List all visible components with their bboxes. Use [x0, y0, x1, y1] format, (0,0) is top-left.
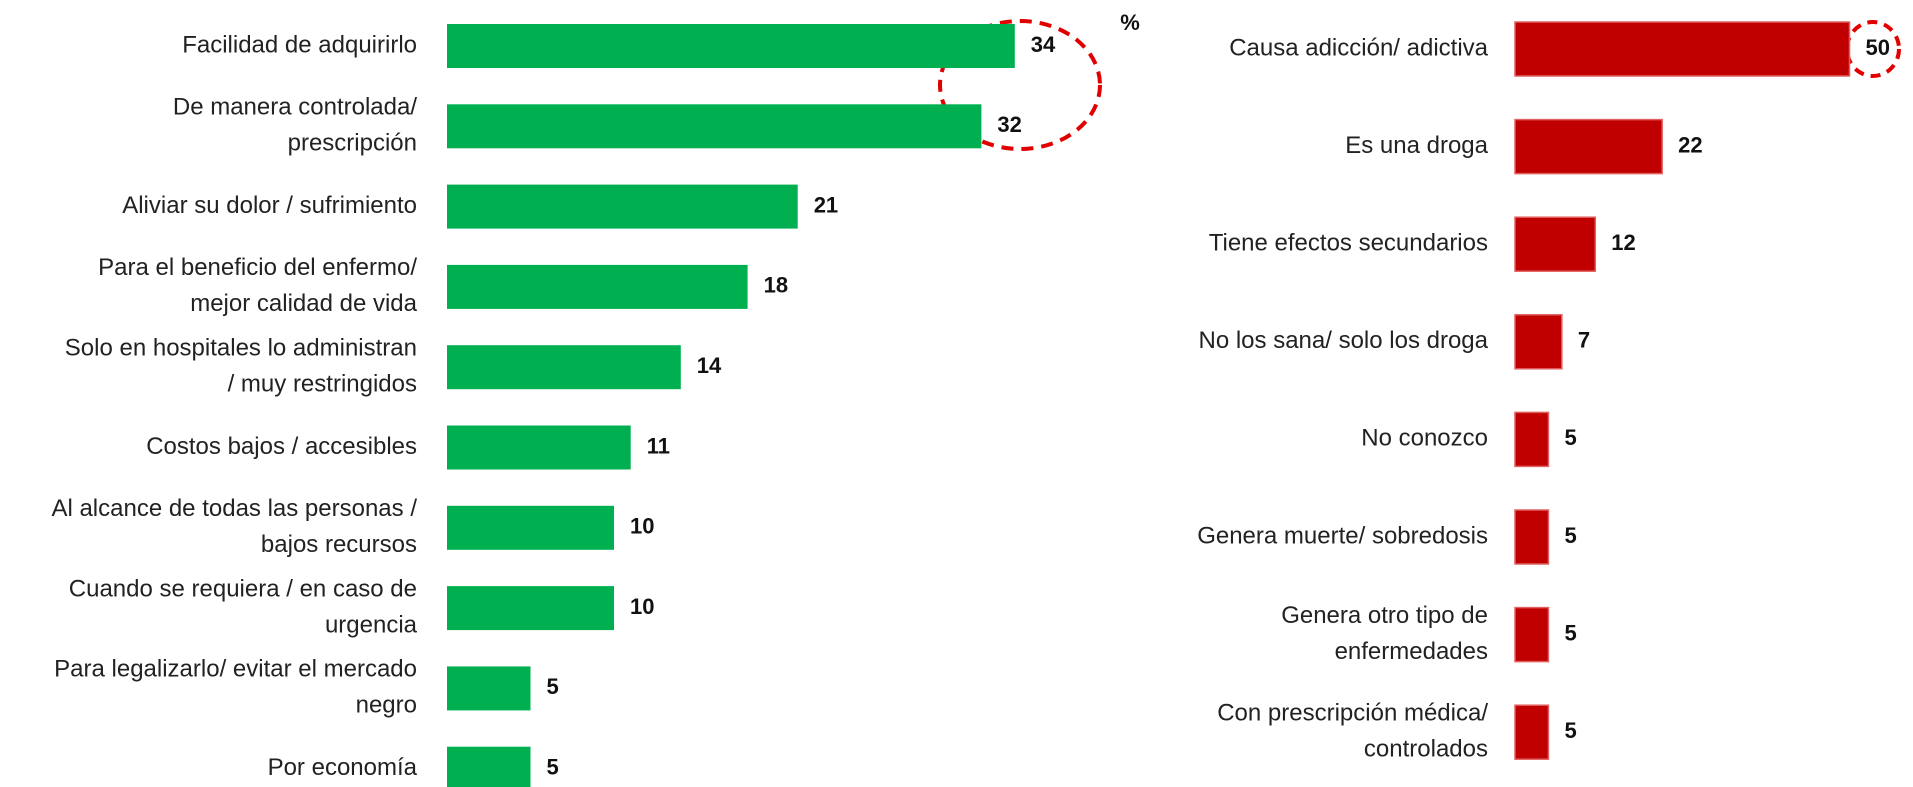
value-label: 18	[764, 273, 788, 298]
bar	[447, 264, 748, 309]
bar	[1514, 21, 1851, 77]
value-label: 5	[547, 674, 559, 699]
value-label: 11	[647, 433, 670, 458]
category-label: De manera controlada/	[173, 94, 417, 121]
bar	[1514, 606, 1550, 663]
category-label: urgencia	[325, 611, 418, 638]
category-label: / muy restringidos	[228, 371, 417, 398]
bar	[447, 746, 531, 787]
bar	[1514, 118, 1663, 175]
bar	[447, 425, 631, 470]
value-label: 21	[814, 192, 838, 217]
bar	[447, 104, 982, 149]
value-label: 12	[1611, 230, 1635, 255]
bar	[447, 586, 614, 631]
value-label: 50	[1866, 35, 1890, 60]
bar	[1514, 411, 1550, 468]
bar	[1514, 509, 1550, 565]
category-label: Genera muerte/ sobredosis	[1197, 522, 1488, 549]
category-label: bajos recursos	[261, 531, 417, 558]
category-label: Cuando se requiera / en caso de	[69, 575, 417, 602]
value-label: 10	[630, 514, 654, 539]
category-label: controlados	[1364, 736, 1488, 763]
category-label: No conozco	[1361, 425, 1488, 452]
category-label: enfermedades	[1335, 638, 1488, 665]
value-label: 10	[630, 594, 654, 619]
bar	[447, 345, 681, 390]
value-label: 14	[697, 353, 722, 378]
category-label: Solo en hospitales lo administran	[65, 335, 417, 362]
bar	[1514, 216, 1597, 272]
value-label: 5	[1564, 718, 1576, 743]
bar	[1514, 314, 1563, 370]
value-label: 5	[1564, 620, 1576, 645]
bar	[447, 505, 614, 550]
bar	[1514, 704, 1550, 760]
value-label: 7	[1578, 328, 1590, 353]
category-label: negro	[356, 692, 417, 719]
category-label: Al alcance de todas las personas /	[51, 495, 417, 522]
category-label: mejor calidad de vida	[190, 290, 417, 317]
category-label: Con prescripción médica/	[1217, 700, 1488, 727]
value-label: 5	[547, 755, 559, 780]
category-label: Es una droga	[1345, 132, 1488, 159]
category-label: Para el beneficio del enfermo/	[98, 254, 417, 281]
bar	[447, 184, 798, 229]
value-label: 5	[1564, 523, 1576, 548]
category-label: Facilidad de adquirirlo	[182, 31, 417, 58]
highlight-circle	[938, 19, 1102, 151]
category-label: Aliviar su dolor / sufrimiento	[122, 192, 417, 219]
category-label: Genera otro tipo de	[1281, 602, 1488, 629]
category-label: No los sana/ solo los droga	[1199, 327, 1489, 354]
category-label: prescripción	[288, 130, 417, 157]
category-label: Por economía	[268, 754, 418, 781]
value-label: 22	[1678, 132, 1702, 157]
bar	[447, 24, 1015, 68]
category-label: Causa adicción/ adictiva	[1229, 34, 1488, 61]
category-label: Para legalizarlo/ evitar el mercado	[54, 656, 417, 683]
category-label: Tiene efectos secundarios	[1209, 230, 1488, 257]
value-label: 32	[997, 112, 1021, 137]
category-label: Costos bajos / accesibles	[146, 433, 417, 460]
value-label: 34	[1031, 32, 1056, 57]
value-label: 5	[1564, 425, 1576, 450]
bar	[447, 666, 531, 711]
highlight-circle	[1845, 20, 1901, 78]
unit-label: %	[1120, 10, 1140, 35]
